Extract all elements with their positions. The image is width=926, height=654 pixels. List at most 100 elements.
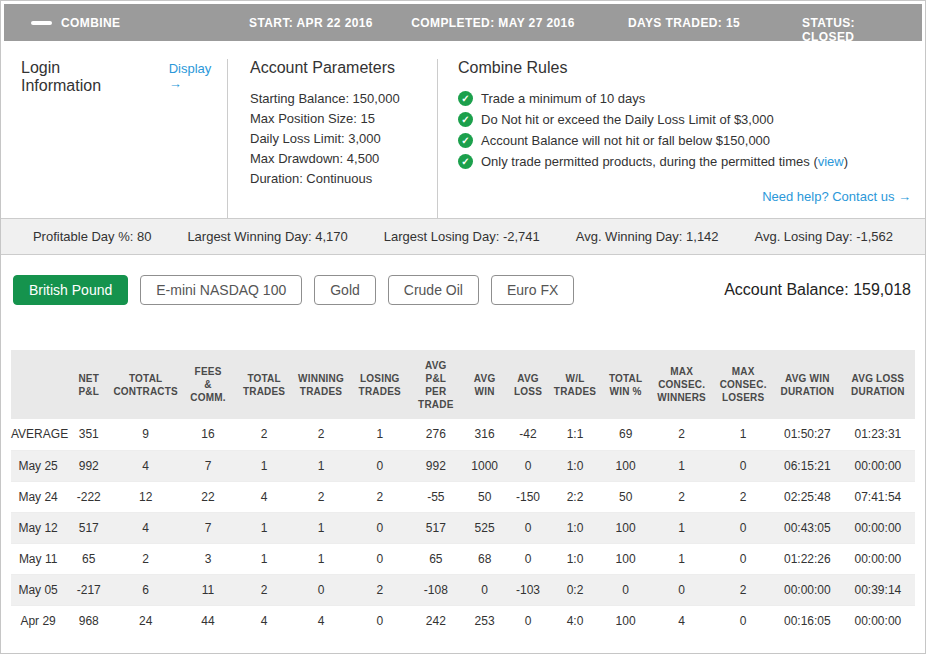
rule-item: ✓Account Balance will not hit or fall be…	[458, 130, 911, 151]
parameter-line: Max Position Size: 15	[250, 109, 437, 129]
table-cell: 00:43:05	[774, 512, 841, 543]
rule-item: ✓Do Not hit or exceed the Daily Loss Lim…	[458, 109, 911, 130]
header-days-traded: DAYS TRADED: 15	[628, 16, 740, 30]
combine-title: COMBINE	[61, 16, 120, 30]
table-cell: 68	[463, 543, 506, 574]
table-header-cell: MAX CONSEC. WINNERS	[651, 350, 712, 419]
table-cell: 00:00:00	[774, 574, 841, 605]
table-cell: 0	[651, 574, 712, 605]
display-link[interactable]: Display →	[169, 61, 227, 91]
table-cell: 0	[463, 574, 506, 605]
table-cell: 276	[409, 419, 463, 450]
rule-text: Trade a minimum of 10 days	[481, 88, 645, 109]
table-cell: 7	[179, 450, 237, 481]
table-cell: 0:2	[550, 574, 601, 605]
table-cell: 2	[112, 543, 179, 574]
table-cell: 50	[463, 481, 506, 512]
table-cell: -103	[506, 574, 549, 605]
combine-rules-list: ✓Trade a minimum of 10 days✓Do Not hit o…	[458, 88, 911, 172]
table-cell: 12	[112, 481, 179, 512]
table-cell: 1	[351, 419, 409, 450]
product-button[interactable]: E-mini NASDAQ 100	[140, 275, 302, 305]
table-cell: 1:0	[550, 512, 601, 543]
table-cell: 253	[463, 605, 506, 636]
stat-item: Avg. Losing Day: -1,562	[754, 229, 893, 244]
table-cell: 11	[179, 574, 237, 605]
table-header-cell: FEES & COMM.	[179, 350, 237, 419]
table-cell: -42	[506, 419, 549, 450]
table-header-cell: AVG LOSS	[506, 350, 549, 419]
table-cell: 07:41:54	[841, 481, 915, 512]
table-row: May 116523110656801:01001001:22:2600:00:…	[11, 543, 915, 574]
table-cell: 0	[291, 574, 351, 605]
table-cell: 2:2	[550, 481, 601, 512]
table-cell: 4	[112, 512, 179, 543]
table-cell: 24	[112, 605, 179, 636]
table-cell: 22	[179, 481, 237, 512]
table-header-cell: AVG WIN	[463, 350, 506, 419]
table-cell: -222	[65, 481, 112, 512]
table-cell: 1	[291, 450, 351, 481]
account-parameters-title: Account Parameters	[250, 59, 437, 77]
table-cell: 2	[712, 481, 773, 512]
info-panel: Login Information Display → Account Para…	[1, 41, 925, 219]
row-label-cell: May 24	[11, 481, 65, 512]
minus-icon[interactable]	[31, 21, 52, 25]
table-cell: 4:0	[550, 605, 601, 636]
rule-text: Do Not hit or exceed the Daily Loss Limi…	[481, 109, 774, 130]
account-parameters-section: Account Parameters Starting Balance: 150…	[227, 59, 437, 218]
stat-item: Avg. Winning Day: 1,142	[576, 229, 719, 244]
contact-us-link[interactable]: Need help? Contact us →	[458, 189, 911, 204]
row-label-cell: May 05	[11, 574, 65, 605]
table-cell: 4	[112, 450, 179, 481]
table-cell: -217	[65, 574, 112, 605]
table-header-cell: AVG P&L PER TRADE	[409, 350, 463, 419]
table-cell: 1	[237, 450, 291, 481]
table-header-cell: W/L TRADES	[550, 350, 601, 419]
parameter-line: Starting Balance: 150,000	[250, 89, 437, 109]
table-cell: 242	[409, 605, 463, 636]
summary-stats-bar: Profitable Day %: 80Largest Winning Day:…	[1, 219, 925, 255]
table-cell: 2	[237, 574, 291, 605]
table-cell: 2	[351, 481, 409, 512]
table-cell: 2	[712, 574, 773, 605]
table-cell: 3	[179, 543, 237, 574]
table-row: May 2599247110992100001:01001006:15:2100…	[11, 450, 915, 481]
table-cell: 0	[351, 605, 409, 636]
account-balance: Account Balance: 159,018	[724, 281, 913, 299]
table-header-cell: LOSING TRADES	[351, 350, 409, 419]
table-cell: 517	[65, 512, 112, 543]
table-cell: 01:22:26	[774, 543, 841, 574]
table-cell: 316	[463, 419, 506, 450]
row-label-cell: May 25	[11, 450, 65, 481]
table-cell: 992	[409, 450, 463, 481]
daily-stats-table: NET P&LTOTAL CONTRACTSFEES & COMM.TOTAL …	[11, 350, 915, 636]
table-cell: 100	[600, 605, 651, 636]
table-cell: 1000	[463, 450, 506, 481]
view-link[interactable]: view	[818, 154, 844, 169]
table-row: May 125174711051752501:01001000:43:0500:…	[11, 512, 915, 543]
table-cell: 1	[237, 543, 291, 574]
table-cell: 1	[651, 450, 712, 481]
table-cell: 2	[651, 481, 712, 512]
table-cell: 1:1	[550, 419, 601, 450]
product-button[interactable]: Gold	[314, 275, 376, 305]
table-cell: 0	[600, 574, 651, 605]
table-cell: 44	[179, 605, 237, 636]
daily-stats-table-wrap: NET P&LTOTAL CONTRACTSFEES & COMM.TOTAL …	[11, 350, 915, 636]
table-cell: 00:00:00	[841, 512, 915, 543]
product-button[interactable]: British Pound	[13, 275, 128, 305]
table-cell: 16	[179, 419, 237, 450]
table-cell: 65	[409, 543, 463, 574]
table-cell: 100	[600, 450, 651, 481]
table-cell: 1	[651, 543, 712, 574]
product-button[interactable]: Euro FX	[491, 275, 574, 305]
login-information-title: Login Information	[21, 59, 143, 95]
table-cell: 0	[712, 450, 773, 481]
table-cell: 1:0	[550, 543, 601, 574]
table-cell: 0	[506, 512, 549, 543]
product-button[interactable]: Crude Oil	[388, 275, 479, 305]
table-cell: 2	[237, 419, 291, 450]
table-cell: 2	[291, 419, 351, 450]
product-filter-group: British Pound E-mini NASDAQ 100 Gold Crude …	[13, 275, 574, 305]
